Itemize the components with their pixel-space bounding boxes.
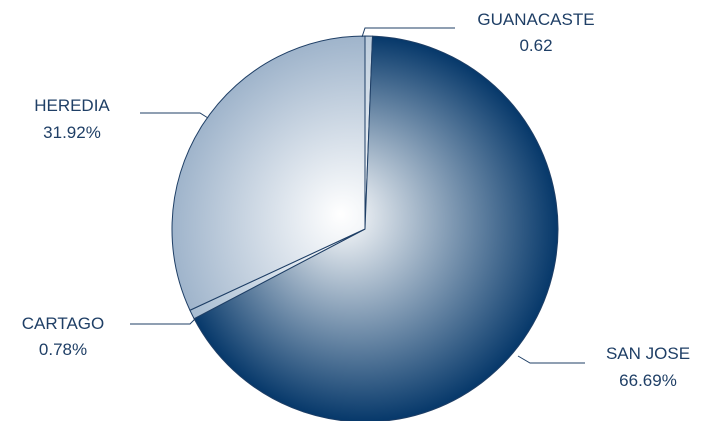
leader-line-cartago (130, 318, 196, 324)
leader-line-san-jose (518, 356, 585, 363)
leader-line-heredia (140, 113, 208, 118)
label-name-guanacaste: GUANACASTE (477, 10, 594, 29)
label-value-guanacaste: 0.62 (519, 36, 552, 55)
label-value-heredia: 31.92% (43, 123, 101, 142)
leader-line-guanacaste (362, 28, 455, 37)
label-value-cartago: 0.78% (39, 340, 87, 359)
label-name-heredia: HEREDIA (34, 96, 110, 115)
label-name-san-jose: SAN JOSE (606, 344, 690, 363)
pie-slices (172, 36, 558, 421)
label-value-san-jose: 66.69% (619, 371, 677, 390)
label-name-cartago: CARTAGO (22, 314, 105, 333)
